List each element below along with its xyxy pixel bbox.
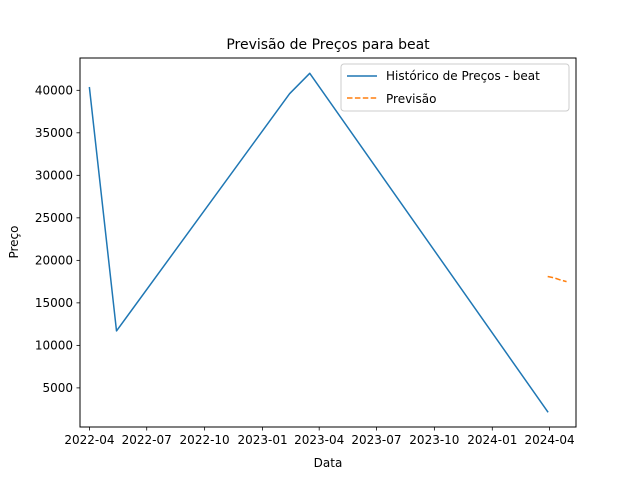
x-tick-label: 2022-04 — [64, 433, 114, 447]
y-tick-label: 5000 — [42, 381, 73, 395]
y-tick-label: 20000 — [35, 253, 73, 267]
series-layer — [88, 72, 567, 413]
x-tick-label: 2024-01 — [467, 433, 517, 447]
legend: Histórico de Preços - beat Previsão — [340, 63, 570, 112]
x-tick-label: 2023-07 — [351, 433, 401, 447]
x-tick-label: 2022-07 — [122, 433, 172, 447]
legend-label-previsao: Previsão — [386, 92, 436, 106]
chart-title: Previsão de Preços para beat — [226, 37, 430, 53]
x-tick-label: 2023-10 — [409, 433, 459, 447]
y-tick-label: 35000 — [35, 126, 73, 140]
plot-area-frame — [79, 57, 577, 428]
x-tick-label: 2024-04 — [524, 433, 574, 447]
y-tick-label: 30000 — [35, 168, 73, 182]
legend-box — [340, 63, 570, 112]
x-axis: 2022-04 2022-07 2022-10 2023-01 2023-04 2023-… — [64, 427, 575, 447]
y-tick-label: 25000 — [35, 211, 73, 225]
series-line-0 — [88, 72, 549, 413]
legend-label-historico: Histórico de Preços - beat — [386, 69, 540, 83]
x-tick-label: 2022-10 — [180, 433, 230, 447]
y-axis-label: Preço — [7, 225, 21, 258]
y-axis: 5000 10000 15000 20000 25000 30000 35000 40000 — [35, 83, 80, 395]
y-tick-label: 15000 — [35, 296, 73, 310]
y-tick-label: 40000 — [35, 83, 73, 97]
series-line-1 — [547, 275, 567, 283]
x-tick-label: 2023-01 — [237, 433, 287, 447]
x-axis-label: Data — [314, 456, 343, 470]
y-tick-label: 10000 — [35, 338, 73, 352]
x-tick-label: 2023-04 — [294, 433, 344, 447]
